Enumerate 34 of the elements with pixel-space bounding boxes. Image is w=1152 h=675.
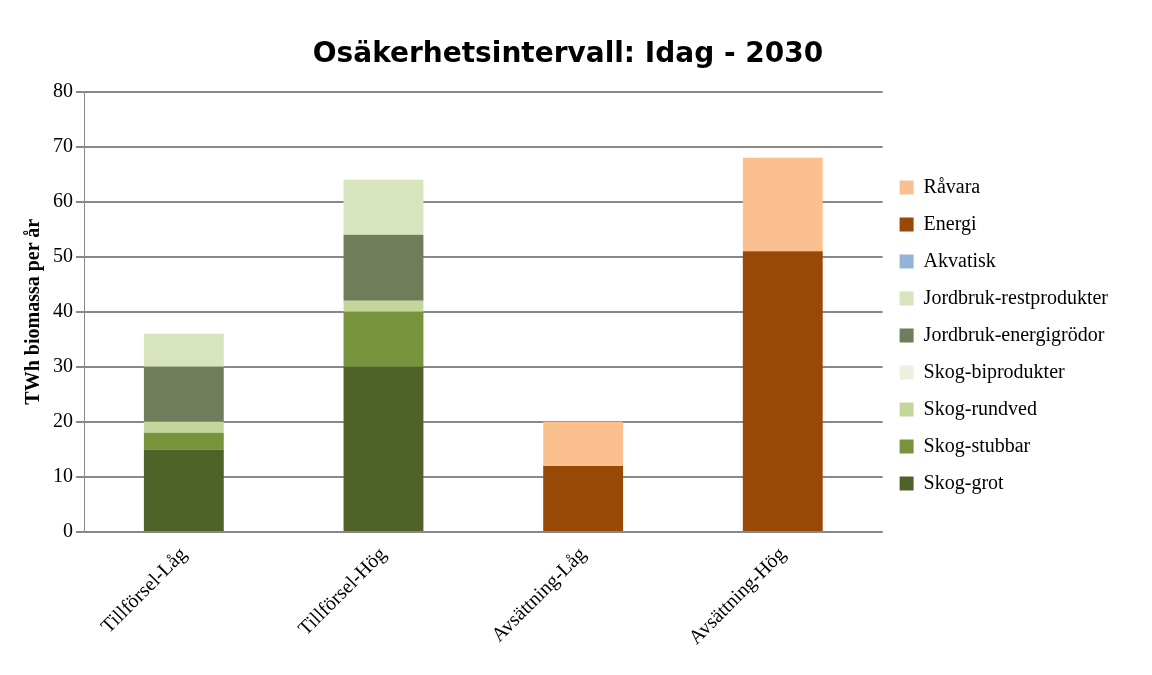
bar xyxy=(343,300,424,312)
y-tick-label: 80 xyxy=(53,78,73,101)
legend-label: Jordbruk-energigrödor xyxy=(923,322,1105,346)
y-tick-label: 40 xyxy=(53,299,73,322)
bar xyxy=(143,432,224,450)
bar xyxy=(143,366,224,422)
bar xyxy=(143,333,224,367)
bar xyxy=(143,449,224,531)
legend-label: Skog-grot xyxy=(923,470,1005,494)
bar xyxy=(742,157,823,252)
y-tick-label: 10 xyxy=(53,464,73,487)
bar xyxy=(543,421,624,466)
bar xyxy=(343,366,424,531)
y-tick-label: 70 xyxy=(53,133,73,156)
bar xyxy=(543,465,624,531)
legend-label: Akvatisk xyxy=(923,248,996,271)
legend-label: Jordbruk-restprodukter xyxy=(923,285,1109,309)
y-tick-label: 0 xyxy=(63,519,73,542)
chart-title: Osäkerhetsintervall: Idag - 2030 xyxy=(312,36,824,70)
y-tick-label: 20 xyxy=(53,409,73,432)
bar xyxy=(143,421,224,433)
legend-label: Skog-stubbar xyxy=(923,433,1031,457)
y-axis-title: TWh biomassa per år xyxy=(21,218,45,405)
legend-label: Råvara xyxy=(923,174,981,197)
bar xyxy=(343,179,424,235)
y-tick-label: 60 xyxy=(53,188,73,211)
y-tick-label: 50 xyxy=(53,243,73,266)
legend-label: Skog-rundved xyxy=(923,396,1037,420)
bar xyxy=(742,251,823,531)
bar xyxy=(343,311,424,367)
y-tick-label: 30 xyxy=(53,354,73,377)
bar xyxy=(343,234,424,301)
legend-label: Skog-biprodukter xyxy=(923,359,1066,383)
legend-label: Energi xyxy=(923,211,977,235)
